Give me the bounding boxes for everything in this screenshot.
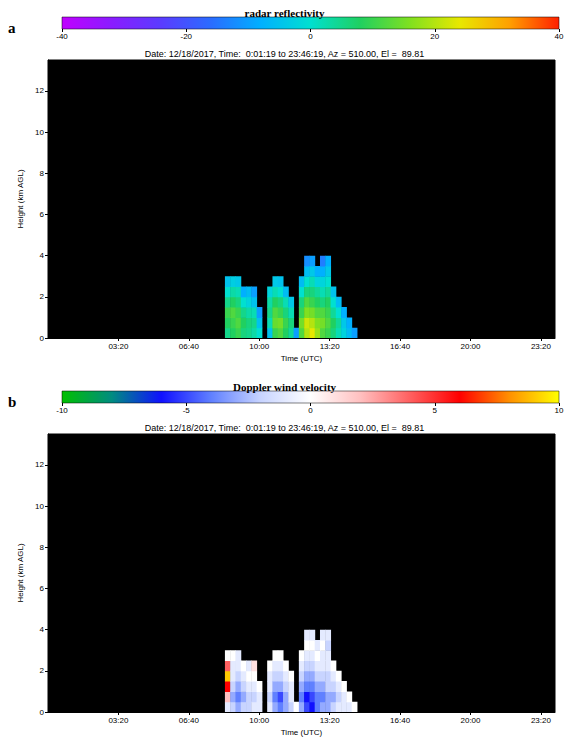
svg-text:10: 10	[555, 406, 564, 415]
svg-text:radar reflectivity: radar reflectivity	[245, 7, 325, 19]
svg-text:16:40: 16:40	[390, 716, 411, 725]
svg-text:16:40: 16:40	[390, 342, 411, 351]
svg-text:13:20: 13:20	[320, 342, 341, 351]
svg-text:4: 4	[40, 251, 45, 260]
svg-text:0: 0	[308, 32, 313, 41]
svg-text:0: 0	[308, 406, 313, 415]
svg-text:03:20: 03:20	[108, 716, 129, 725]
svg-text:10: 10	[35, 128, 44, 137]
svg-text:-40: -40	[56, 32, 68, 41]
svg-text:b: b	[8, 394, 16, 410]
svg-text:2: 2	[40, 666, 45, 675]
svg-text:03:20: 03:20	[108, 342, 129, 351]
svg-text:6: 6	[40, 210, 45, 219]
svg-text:8: 8	[40, 169, 45, 178]
svg-text:5: 5	[433, 406, 438, 415]
svg-text:-5: -5	[183, 406, 191, 415]
svg-text:8: 8	[40, 543, 45, 552]
svg-text:23:20: 23:20	[531, 716, 552, 725]
svg-text:Time (UTC): Time (UTC)	[281, 354, 323, 363]
svg-text:Height (km AGL): Height (km AGL)	[16, 543, 25, 602]
svg-text:Date: 12/18/2017, Time: 0:01:: Date: 12/18/2017, Time: 0:01:19 to 23:46…	[145, 423, 425, 433]
svg-text:Height (km AGL): Height (km AGL)	[16, 169, 25, 228]
svg-text:Doppler wind velocity: Doppler wind velocity	[233, 381, 337, 393]
svg-text:10:00: 10:00	[249, 716, 270, 725]
svg-text:10: 10	[35, 502, 44, 511]
svg-text:0: 0	[40, 708, 45, 717]
svg-text:10:00: 10:00	[249, 342, 270, 351]
svg-text:40: 40	[555, 32, 564, 41]
svg-text:12: 12	[35, 460, 44, 469]
svg-text:6: 6	[40, 584, 45, 593]
svg-text:2: 2	[40, 292, 45, 301]
svg-text:06:40: 06:40	[179, 716, 200, 725]
svg-text:20:00: 20:00	[460, 342, 481, 351]
svg-text:0: 0	[40, 334, 45, 343]
svg-text:12: 12	[35, 86, 44, 95]
svg-text:Date: 12/18/2017, Time: 0:01:: Date: 12/18/2017, Time: 0:01:19 to 23:46…	[145, 49, 425, 59]
svg-text:a: a	[8, 20, 16, 36]
svg-text:-20: -20	[180, 32, 192, 41]
svg-text:06:40: 06:40	[179, 342, 200, 351]
svg-text:20: 20	[430, 32, 439, 41]
svg-text:20:00: 20:00	[460, 716, 481, 725]
svg-text:-10: -10	[56, 406, 68, 415]
svg-text:23:20: 23:20	[531, 342, 552, 351]
svg-text:13:20: 13:20	[320, 716, 341, 725]
svg-text:Time (UTC): Time (UTC)	[281, 728, 323, 737]
svg-text:4: 4	[40, 625, 45, 634]
